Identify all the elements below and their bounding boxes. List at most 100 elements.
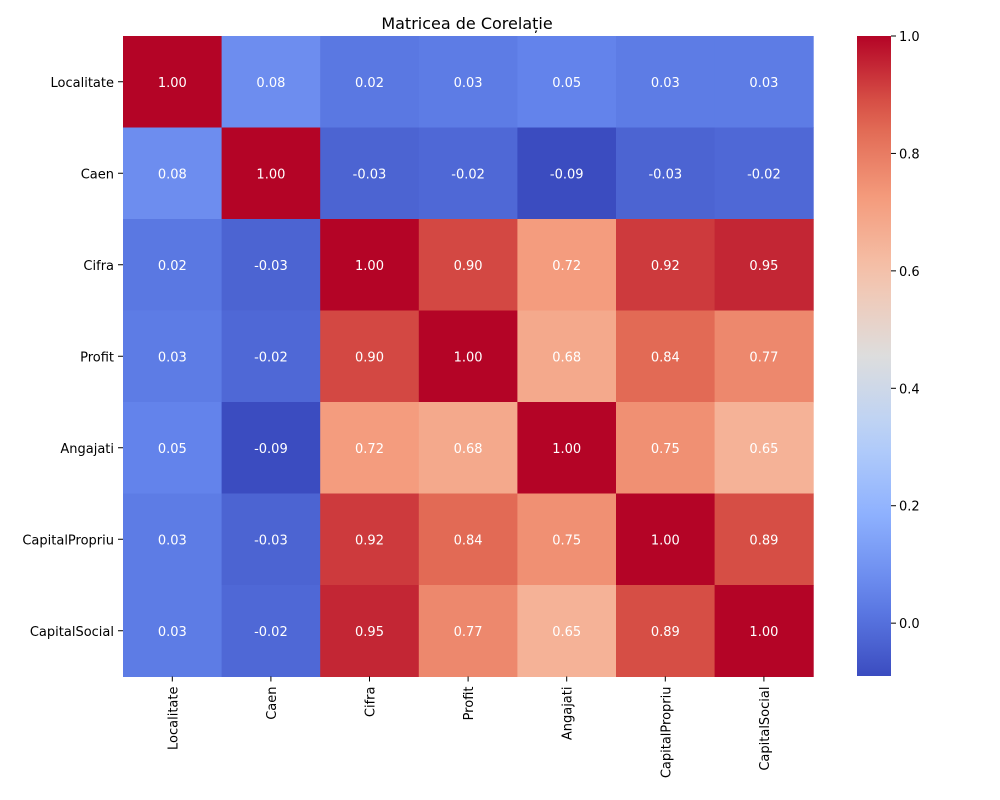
cell-value-label: 0.02 xyxy=(355,76,384,91)
colorbar-tick-label: 0.0 xyxy=(899,617,920,632)
cell-value-label: -0.02 xyxy=(747,167,781,182)
heatmap-cell xyxy=(123,402,223,494)
x-axis: Localitate Caen Cifra Profit Angajati Capital… xyxy=(166,676,773,779)
cell-value-label: 0.90 xyxy=(355,350,384,365)
cell-value-label: 0.05 xyxy=(552,76,581,91)
heatmap-cell xyxy=(616,127,716,220)
heatmap-cell xyxy=(320,36,420,128)
heatmap-cell xyxy=(418,585,518,677)
cell-value-label: 0.90 xyxy=(454,259,483,274)
heatmap-cell xyxy=(714,36,814,128)
heatmap-cell xyxy=(123,310,223,403)
cell-value-label: 0.65 xyxy=(749,442,778,457)
heatmap-cell xyxy=(714,127,814,220)
cell-value-label: 0.03 xyxy=(158,533,187,548)
cell-value-label: 0.68 xyxy=(552,350,581,365)
heatmap-cell xyxy=(517,310,617,403)
cell-value-label: 0.08 xyxy=(158,167,187,182)
colorbar-tick-label: 1.0 xyxy=(899,30,920,45)
y-axis: Localitate Caen Cifra Profit Angajati Capital… xyxy=(22,76,123,640)
cell-value-label: 0.92 xyxy=(651,259,680,274)
chart-title: Matricea de Corelație xyxy=(381,14,552,33)
heatmap-cell xyxy=(517,219,617,311)
colorbar: 0.0 0.2 0.4 0.6 0.8 1.0 xyxy=(857,30,920,676)
heatmap-cell xyxy=(320,493,420,586)
cell-value-label: 0.84 xyxy=(454,533,483,548)
heatmap-cell xyxy=(616,36,716,128)
cell-value-label: -0.09 xyxy=(550,167,584,182)
heatmap-cell xyxy=(418,402,518,494)
cell-value-label: 0.75 xyxy=(651,442,680,457)
cell-value-label: 1.00 xyxy=(651,533,680,548)
colorbar-tick-label: 0.4 xyxy=(899,382,920,397)
heatmap-cell xyxy=(616,493,716,586)
x-tick-label: Caen xyxy=(265,687,280,720)
heatmap-cell xyxy=(418,127,518,220)
heatmap-cell xyxy=(320,219,420,311)
cell-value-label: -0.02 xyxy=(254,350,288,365)
cell-value-label: 0.72 xyxy=(552,259,581,274)
cell-value-label: 0.89 xyxy=(749,533,778,548)
heatmap-cell xyxy=(714,219,814,311)
colorbar-tick-label: 0.6 xyxy=(899,265,920,280)
cell-value-label: 0.75 xyxy=(552,533,581,548)
cell-value-label: 0.08 xyxy=(256,76,285,91)
heatmap-cell xyxy=(221,493,321,586)
heatmap-cell xyxy=(714,585,814,677)
colorbar-tick-label: 0.2 xyxy=(899,500,920,515)
cell-value-label: -0.03 xyxy=(353,167,387,182)
heatmap-cell xyxy=(714,310,814,403)
x-tick-label: Profit xyxy=(462,687,477,721)
cell-value-label: 0.03 xyxy=(749,76,778,91)
heatmap-cells xyxy=(123,36,814,677)
colorbar-gradient xyxy=(857,36,891,676)
heatmap-cell xyxy=(616,310,716,403)
heatmap-cell xyxy=(221,402,321,494)
heatmap-cell xyxy=(714,402,814,494)
heatmap-cell xyxy=(320,127,420,220)
cell-value-label: 0.03 xyxy=(454,76,483,91)
cell-value-label: 0.03 xyxy=(158,350,187,365)
heatmap-cell xyxy=(221,585,321,677)
heatmap-cell xyxy=(616,585,716,677)
cell-value-label: 1.00 xyxy=(749,625,778,640)
cell-value-label: 0.65 xyxy=(552,625,581,640)
y-tick-label: Angajati xyxy=(60,442,114,457)
colorbar-tick-label: 0.8 xyxy=(899,147,920,162)
heatmap-cell xyxy=(517,127,617,220)
heatmap-cell xyxy=(123,585,223,677)
cell-value-label: 0.92 xyxy=(355,533,384,548)
x-tick-label: CapitalPropriu xyxy=(659,687,674,779)
cell-value-label: 1.00 xyxy=(355,259,384,274)
heatmap-cell xyxy=(517,402,617,494)
heatmap-cell xyxy=(517,493,617,586)
y-tick-label: Localitate xyxy=(51,76,114,91)
cell-value-label: 0.72 xyxy=(355,442,384,457)
heatmap-cell xyxy=(418,219,518,311)
heatmap-cell xyxy=(418,36,518,128)
heatmap-cell xyxy=(221,219,321,311)
cell-value-label: -0.09 xyxy=(254,442,288,457)
heatmap-cell xyxy=(418,310,518,403)
cell-value-label: 1.00 xyxy=(256,167,285,182)
heatmap-cell xyxy=(221,127,321,220)
heatmap-cell xyxy=(123,36,223,128)
cell-value-label: 0.95 xyxy=(749,259,778,274)
x-tick-label: Cifra xyxy=(364,687,379,718)
x-tick-label: Localitate xyxy=(166,687,181,750)
cell-value-label: 1.00 xyxy=(454,350,483,365)
cell-value-label: -0.02 xyxy=(254,625,288,640)
cell-value-label: -0.03 xyxy=(648,167,682,182)
cell-value-label: 0.02 xyxy=(158,259,187,274)
y-tick-label: Cifra xyxy=(83,259,114,274)
heatmap-cell xyxy=(320,585,420,677)
cell-value-label: 0.84 xyxy=(651,350,680,365)
cell-value-label: 0.03 xyxy=(651,76,680,91)
heatmap-cell xyxy=(123,219,223,311)
y-tick-label: Caen xyxy=(81,167,114,182)
heatmap-cell xyxy=(320,310,420,403)
cell-value-label: 0.68 xyxy=(454,442,483,457)
heatmap-cell xyxy=(517,585,617,677)
heatmap-cell xyxy=(714,493,814,586)
